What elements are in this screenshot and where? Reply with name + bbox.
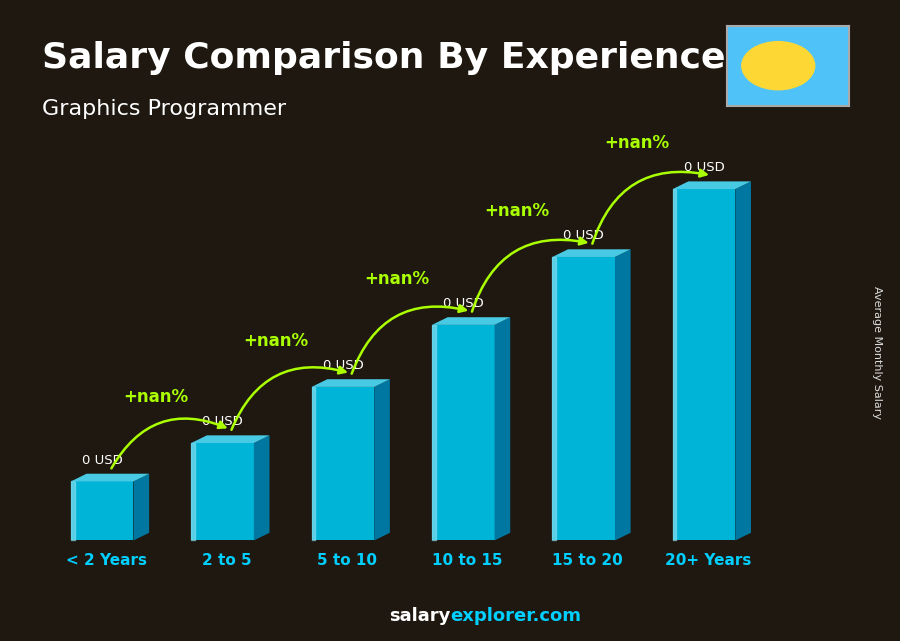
Text: +nan%: +nan% bbox=[244, 331, 309, 350]
Text: 0 USD: 0 USD bbox=[202, 415, 243, 428]
Polygon shape bbox=[672, 181, 751, 189]
Polygon shape bbox=[133, 474, 149, 540]
Polygon shape bbox=[71, 474, 149, 481]
Polygon shape bbox=[495, 317, 510, 540]
Polygon shape bbox=[432, 325, 495, 540]
Text: 0 USD: 0 USD bbox=[82, 454, 122, 467]
Polygon shape bbox=[432, 317, 510, 325]
Polygon shape bbox=[192, 435, 269, 443]
Polygon shape bbox=[553, 249, 631, 257]
Text: 2 to 5: 2 to 5 bbox=[202, 553, 251, 569]
Polygon shape bbox=[672, 189, 735, 540]
Polygon shape bbox=[374, 379, 390, 540]
Text: 15 to 20: 15 to 20 bbox=[553, 553, 623, 569]
Polygon shape bbox=[71, 481, 133, 540]
Text: +nan%: +nan% bbox=[605, 134, 670, 152]
Text: Average Monthly Salary: Average Monthly Salary bbox=[872, 286, 883, 419]
Text: 0 USD: 0 USD bbox=[684, 162, 724, 174]
Polygon shape bbox=[311, 387, 374, 540]
Text: Graphics Programmer: Graphics Programmer bbox=[42, 99, 286, 119]
Polygon shape bbox=[254, 435, 269, 540]
Text: +nan%: +nan% bbox=[364, 270, 429, 288]
Polygon shape bbox=[735, 181, 751, 540]
Polygon shape bbox=[192, 443, 254, 540]
Circle shape bbox=[742, 42, 814, 90]
Text: 5 to 10: 5 to 10 bbox=[317, 553, 377, 569]
Text: explorer.com: explorer.com bbox=[450, 607, 581, 625]
Text: < 2 Years: < 2 Years bbox=[66, 553, 147, 569]
Polygon shape bbox=[311, 379, 390, 387]
Polygon shape bbox=[615, 249, 631, 540]
Text: 0 USD: 0 USD bbox=[443, 297, 483, 310]
Text: +nan%: +nan% bbox=[123, 388, 188, 406]
Text: Salary Comparison By Experience: Salary Comparison By Experience bbox=[42, 41, 725, 75]
Text: salary: salary bbox=[389, 607, 450, 625]
Polygon shape bbox=[553, 257, 615, 540]
Text: 0 USD: 0 USD bbox=[563, 229, 604, 242]
Text: 0 USD: 0 USD bbox=[322, 359, 364, 372]
Text: 10 to 15: 10 to 15 bbox=[432, 553, 502, 569]
Text: +nan%: +nan% bbox=[484, 202, 549, 220]
Text: 20+ Years: 20+ Years bbox=[665, 553, 752, 569]
